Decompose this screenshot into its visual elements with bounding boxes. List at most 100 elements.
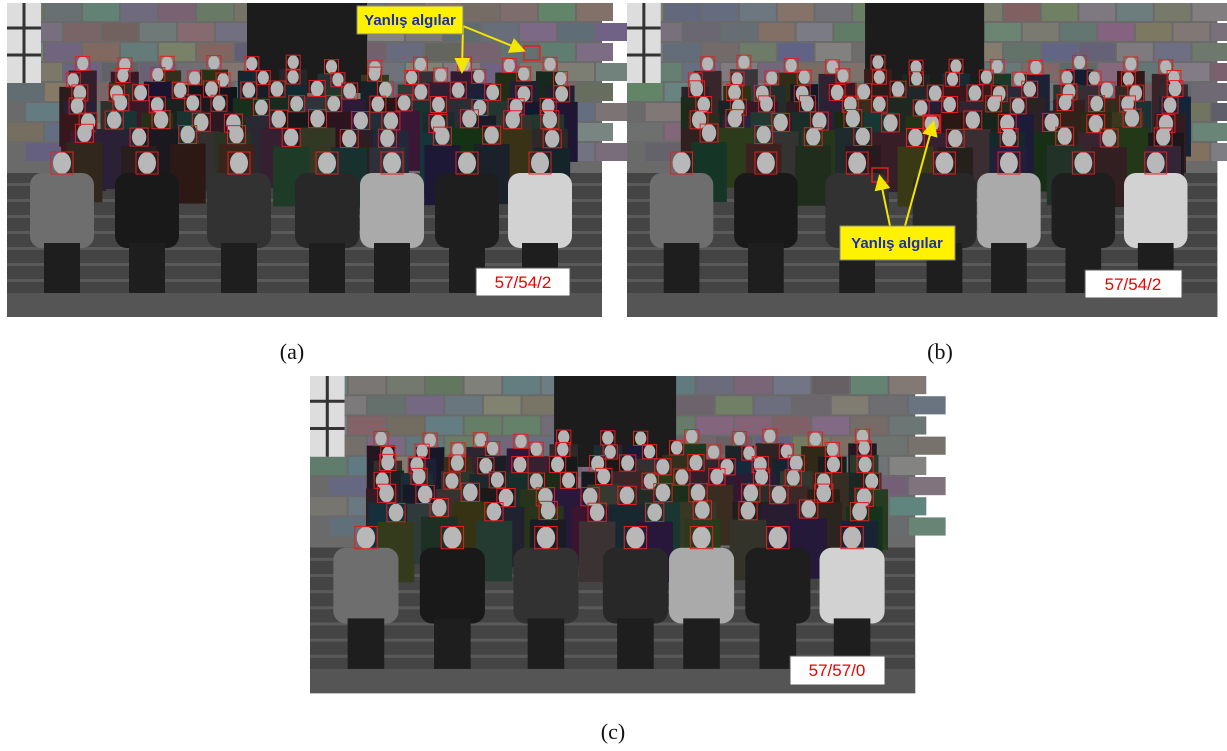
stone	[45, 3, 81, 21]
head	[883, 114, 897, 132]
stone	[1042, 3, 1078, 21]
stone	[1192, 123, 1227, 141]
head	[590, 503, 605, 521]
head	[379, 81, 392, 97]
stone	[539, 3, 575, 21]
head	[208, 56, 219, 70]
stone	[140, 23, 176, 41]
head	[621, 455, 634, 471]
head	[656, 459, 669, 475]
body	[977, 173, 1040, 248]
head	[380, 129, 394, 147]
head	[354, 112, 368, 130]
head	[690, 81, 703, 97]
head	[1164, 97, 1177, 113]
head	[537, 526, 555, 548]
stone	[121, 3, 157, 21]
legs	[221, 243, 257, 293]
legs	[44, 243, 80, 293]
head	[342, 129, 356, 147]
count-text: 57/54/2	[1105, 275, 1162, 294]
stone	[426, 376, 463, 394]
head	[702, 57, 713, 71]
head	[1045, 113, 1059, 131]
stone	[909, 477, 946, 495]
stone	[7, 123, 43, 141]
stone	[1023, 23, 1059, 41]
stone	[832, 396, 869, 414]
head	[311, 80, 324, 96]
head	[543, 111, 557, 129]
head	[189, 71, 200, 85]
head	[432, 499, 447, 517]
body	[734, 173, 797, 248]
head	[647, 503, 662, 521]
body	[603, 548, 668, 624]
head	[911, 72, 922, 86]
head	[445, 473, 458, 489]
head	[406, 70, 417, 84]
head	[152, 68, 163, 82]
head	[114, 95, 127, 111]
head	[755, 469, 768, 485]
stone	[1155, 43, 1191, 61]
head	[843, 526, 861, 548]
stone	[740, 3, 776, 21]
head	[487, 503, 502, 521]
stone	[1042, 43, 1078, 61]
head	[865, 473, 878, 489]
stone	[735, 376, 772, 394]
stone	[721, 23, 757, 41]
stone	[596, 63, 632, 81]
stone	[596, 23, 632, 41]
stone	[482, 23, 518, 41]
head	[769, 526, 787, 548]
stone	[985, 23, 1021, 41]
stone	[596, 103, 632, 121]
head	[545, 130, 559, 148]
head	[948, 129, 962, 147]
head	[486, 84, 499, 100]
stone	[716, 396, 753, 414]
head	[484, 126, 498, 144]
head	[950, 59, 961, 73]
head	[874, 70, 885, 84]
head	[375, 431, 386, 445]
legs	[664, 243, 700, 293]
stone	[216, 23, 252, 41]
count-text: 57/54/2	[495, 273, 552, 292]
ground	[7, 293, 602, 317]
stone	[465, 376, 502, 394]
head	[757, 152, 775, 174]
stone	[890, 497, 927, 515]
head	[781, 444, 792, 458]
head	[673, 152, 691, 174]
head	[760, 96, 773, 112]
stone	[665, 43, 701, 61]
stone	[627, 83, 663, 101]
head	[451, 455, 464, 471]
stone	[596, 143, 632, 161]
body	[207, 173, 271, 248]
head	[772, 486, 787, 504]
body	[650, 173, 713, 248]
stone	[696, 416, 733, 434]
stone	[815, 3, 851, 21]
legs	[434, 618, 471, 669]
stone	[793, 396, 830, 414]
head	[1023, 81, 1036, 97]
head	[389, 504, 404, 522]
head	[544, 57, 555, 71]
stone	[870, 396, 907, 414]
stone	[812, 376, 849, 394]
stone	[684, 23, 720, 41]
head	[848, 152, 866, 174]
stone	[387, 416, 424, 434]
head	[162, 56, 173, 70]
head	[774, 113, 788, 131]
head	[695, 501, 710, 519]
stone	[83, 3, 119, 21]
head	[837, 69, 848, 83]
head	[205, 81, 218, 97]
stone	[310, 497, 347, 515]
